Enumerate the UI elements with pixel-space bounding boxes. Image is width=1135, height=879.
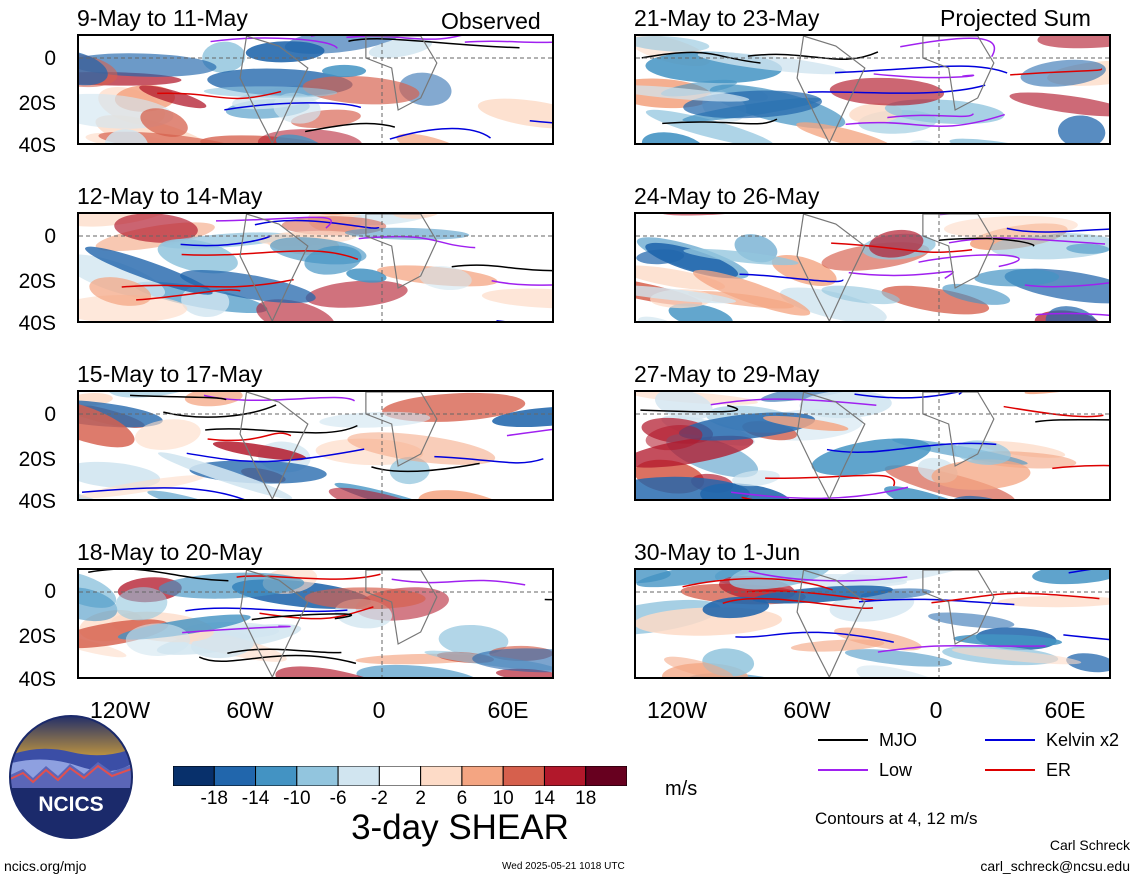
x-tick-label: 120W xyxy=(89,697,151,723)
colorbar-tick-label: 2 xyxy=(415,788,426,809)
y-tick-label: 20S xyxy=(18,92,56,115)
x-tick-label: 0 xyxy=(929,697,943,723)
colorbar xyxy=(172,765,628,791)
panel-title: 12-May to 14-May xyxy=(77,183,263,209)
shear-map-panel xyxy=(634,34,1111,145)
panel-title: 30-May to 1-Jun xyxy=(634,539,801,565)
shear-map-panel xyxy=(77,212,554,323)
colorbar-box xyxy=(461,765,504,787)
y-tick-label: 0 xyxy=(44,47,56,70)
colorbar-box xyxy=(296,765,339,787)
shear-map-panel xyxy=(634,568,1111,679)
ncics-logo xyxy=(8,714,134,840)
y-tick-label: 0 xyxy=(44,403,56,426)
colorbar-box xyxy=(543,765,587,787)
legend-kelvin-swatch xyxy=(985,739,1035,741)
observed-label: Observed xyxy=(441,8,541,34)
x-tick-label: 0 xyxy=(372,697,386,723)
colorbar-box xyxy=(502,765,545,787)
shear-map-panel xyxy=(77,34,554,145)
contour-note: Contours at 4, 12 m/s xyxy=(815,809,978,828)
panel-title: 27-May to 29-May xyxy=(634,361,820,387)
colorbar-tick-label: -14 xyxy=(241,788,270,809)
legend-low-swatch xyxy=(818,769,868,771)
author-name: Carl Schreck xyxy=(1049,837,1130,853)
chart-title: 3-day SHEAR xyxy=(351,808,569,847)
colorbar-box xyxy=(213,765,257,787)
panel-title: 18-May to 20-May xyxy=(77,539,263,565)
legend-er-label: ER xyxy=(1046,760,1072,780)
colorbar-box xyxy=(585,765,628,787)
colorbar-box xyxy=(255,765,298,787)
colorbar-tick-label: -18 xyxy=(200,788,228,809)
colorbar-box xyxy=(378,765,422,787)
projected-sum-label: Projected Sum xyxy=(940,5,1091,31)
colorbar-tick-label: -10 xyxy=(283,788,311,809)
x-tick-label: 60W xyxy=(226,697,274,723)
x-tick-label: 60E xyxy=(487,697,529,723)
x-tick-label: 60W xyxy=(783,697,831,723)
shear-map-panel xyxy=(77,568,554,679)
ncics-logo-text: NCICS xyxy=(38,793,104,816)
panel-title: 24-May to 26-May xyxy=(634,183,820,209)
author-email[interactable]: carl_schreck@ncsu.edu xyxy=(980,858,1130,874)
y-tick-label: 40S xyxy=(18,668,56,691)
source-url[interactable]: ncics.org/mjo xyxy=(4,858,87,874)
colorbar-tick-label: -6 xyxy=(329,788,347,809)
colorbar-box xyxy=(420,765,463,787)
x-tick-label: 60E xyxy=(1044,697,1086,723)
colorbar-box xyxy=(172,765,215,787)
legend-mjo-label: MJO xyxy=(879,730,917,750)
legend-er-swatch xyxy=(985,769,1035,771)
legend-low-label: Low xyxy=(879,760,913,780)
y-tick-label: 40S xyxy=(18,490,56,513)
colorbar-tick-label: 10 xyxy=(492,788,514,809)
shear-map-panel xyxy=(77,390,554,501)
units-label: m/s xyxy=(665,778,698,800)
y-tick-label: 40S xyxy=(18,312,56,335)
y-tick-label: 20S xyxy=(18,270,56,293)
legend-kelvin-label: Kelvin x2 xyxy=(1046,730,1120,750)
colorbar-tick-label: 6 xyxy=(456,788,468,809)
y-tick-label: 20S xyxy=(18,625,56,648)
panel-title: 15-May to 17-May xyxy=(77,361,263,387)
legend-mjo-swatch xyxy=(818,739,868,741)
timestamp: Wed 2025-05-21 1018 UTC xyxy=(502,861,625,872)
shear-map-panel xyxy=(634,212,1111,323)
x-tick-label: 120W xyxy=(646,697,708,723)
colorbar-tick-label: 14 xyxy=(533,788,556,809)
shear-map-panel xyxy=(634,390,1111,501)
y-tick-label: 40S xyxy=(18,134,56,157)
colorbar-tick-label: -2 xyxy=(370,788,388,809)
panel-title: 21-May to 23-May xyxy=(634,5,820,31)
colorbar-box xyxy=(337,765,380,787)
colorbar-tick-label: 18 xyxy=(575,788,597,809)
y-tick-label: 20S xyxy=(18,448,56,471)
y-tick-label: 0 xyxy=(44,225,56,248)
panel-title: 9-May to 11-May xyxy=(77,5,248,31)
y-tick-label: 0 xyxy=(44,580,56,603)
